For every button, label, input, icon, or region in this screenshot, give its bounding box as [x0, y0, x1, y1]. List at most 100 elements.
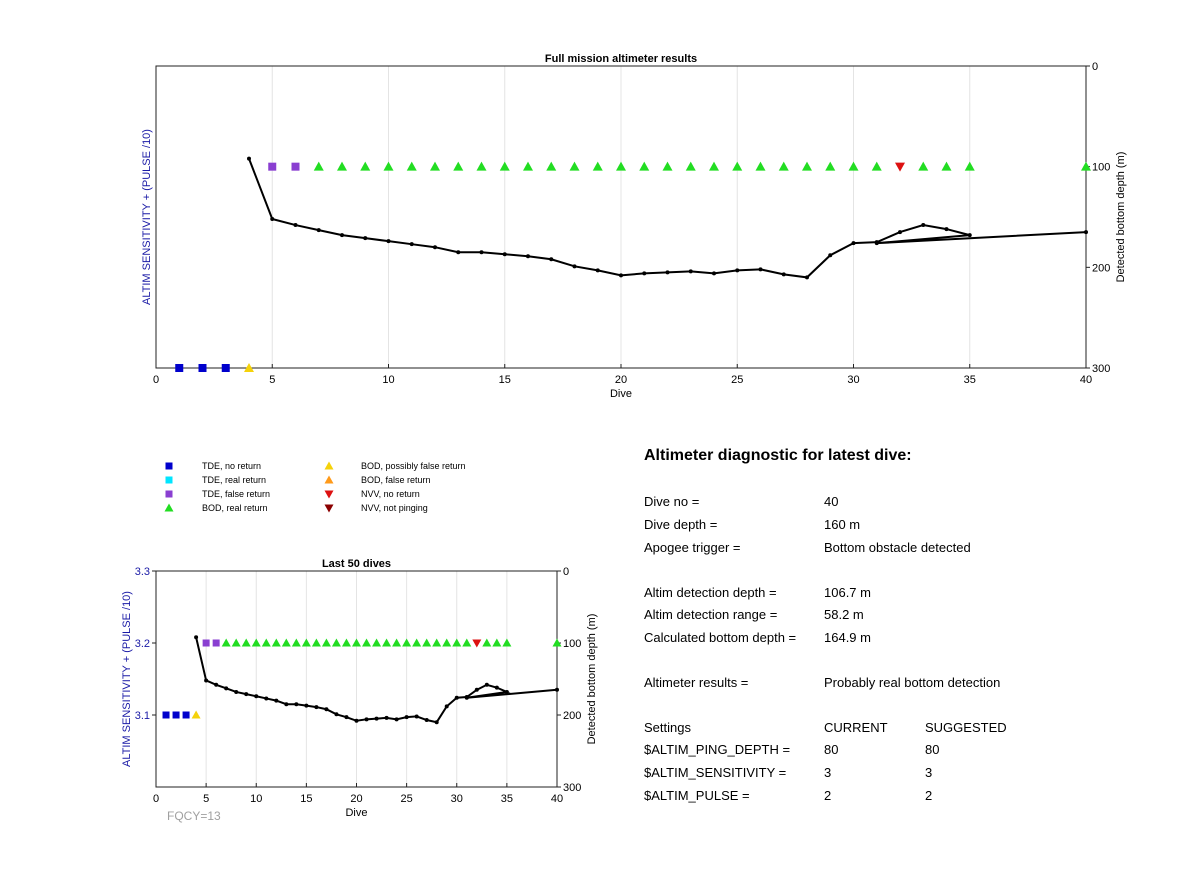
last-50-marker-bod-real-return: [331, 638, 341, 647]
full-mission-marker-bod-real-return: [825, 161, 836, 171]
last-50-marker-nvv-no-return: [472, 639, 482, 648]
full-mission-depth-point: [456, 250, 461, 255]
last-50-chart: 0 5 10 15 20 25 30 35 40 0 100 200 300 3.1 3.2 3.3 Last …: [121, 558, 598, 819]
legend-marker-bod-possibly-false: [324, 461, 334, 470]
full-mission-marker-tde-no-return: [175, 364, 184, 372]
full-mission-marker-bod-real-return: [778, 161, 789, 171]
full-mission-depth-point: [898, 230, 902, 235]
full-mission-depth-point: [851, 241, 856, 246]
full-mission-depth-point: [921, 223, 926, 228]
legend-marker-nvv-no-return: [324, 490, 334, 499]
full-mission-marker-bod-real-return: [662, 161, 673, 171]
last-50-marker-bod-real-return: [412, 638, 422, 647]
last-50-depth-point: [394, 717, 399, 722]
last-50-marker-bod-real-return: [422, 638, 432, 647]
full-mission-marker-bod-real-return: [802, 161, 812, 171]
full-mission-marker-bod-real-return: [453, 161, 464, 171]
last-50-depth-point: [254, 694, 259, 699]
full-mission-depth-point: [595, 268, 600, 273]
legend: TDE, no return TDE, real return TDE, false…: [164, 461, 466, 513]
last-50-title: Last 50 dives: [322, 558, 391, 570]
last-50-depth-point: [474, 687, 479, 692]
full-mission-marker-bod-real-return: [546, 161, 557, 171]
last-50-depth-point: [334, 712, 339, 717]
last-50-marker-bod-real-return: [502, 638, 512, 647]
last-50-depth-line: [195, 637, 558, 724]
last-50-marker-tde-false-return: [212, 639, 220, 647]
full-mission-marker-bod-real-return: [848, 161, 859, 171]
full-mission-depth-point: [967, 233, 972, 238]
full-mission-x-tick-label: 30: [847, 374, 859, 386]
last-50-y-right-tick-label: 200: [563, 710, 581, 722]
full-mission-marker-tde-false-return: [291, 162, 300, 171]
last-50-depth-point: [374, 716, 379, 721]
full-mission-depth-point: [270, 217, 275, 222]
full-mission-depth-point: [805, 275, 809, 280]
last-50-y-right-tick-label: 0: [563, 566, 569, 578]
last-50-depth-point: [264, 696, 269, 701]
legend-label: NVV, no return: [361, 489, 420, 499]
setting-current-pulse: 2: [824, 788, 832, 803]
last-50-marker-bod-real-return: [482, 638, 492, 647]
last-50-depth-point: [214, 682, 219, 687]
full-mission-x-tick-label: 25: [731, 374, 743, 386]
full-mission-depth-point: [619, 273, 623, 278]
full-mission-marker-bod-real-return: [709, 161, 719, 171]
legend-label: TDE, no return: [202, 461, 261, 471]
legend-marker-bod-false-return: [324, 475, 334, 484]
last-50-depth-point: [314, 705, 319, 710]
full-mission-depth-point: [665, 270, 670, 275]
legend-marker-bod-real-return: [164, 503, 174, 512]
full-mission-marker-bod-real-return: [406, 161, 417, 171]
full-mission-y-left-axis-label: ALTIM SENSITIVITY + (PULSE /10): [141, 129, 153, 305]
last-50-marker-bod-real-return: [372, 638, 382, 647]
full-mission-y-right-tick-label: 0: [1092, 61, 1098, 73]
last-50-depth-point: [494, 685, 499, 690]
setting-suggested-ping-depth: 80: [925, 742, 940, 757]
full-mission-marker-bod-real-return: [476, 161, 487, 171]
full-mission-depth-point: [758, 267, 763, 272]
settings-header-suggested: SUGGESTED: [925, 720, 1007, 735]
full-mission-depth-point: [735, 268, 740, 273]
full-mission-y-right-tick-label: 300: [1092, 363, 1110, 375]
diag-label-apogee-trigger: Apogee trigger =: [644, 540, 741, 555]
last-50-depth-point: [404, 715, 409, 720]
last-50-depth-point: [204, 678, 209, 683]
legend-marker-tde-real-return: [165, 476, 173, 484]
full-mission-title: Full mission altimeter results: [545, 53, 697, 65]
diag-label-detection-range: Altim detection range =: [644, 607, 778, 622]
last-50-marker-bod-real-return: [231, 638, 241, 647]
legend-label: TDE, false return: [202, 489, 270, 499]
full-mission-marker-bod-real-return: [1081, 161, 1091, 171]
full-mission-depth-point: [688, 269, 693, 274]
legend-marker-nvv-not-pinging: [324, 504, 334, 513]
full-mission-depth-point: [526, 254, 530, 259]
last-50-marker-bod-real-return: [442, 638, 452, 647]
diagnostic-title: Altimeter diagnostic for latest dive:: [644, 447, 912, 464]
full-mission-marker-bod-real-return: [523, 161, 533, 171]
full-mission-marker-bod-possibly-false: [244, 363, 254, 372]
last-50-marker-bod-real-return: [452, 638, 462, 647]
full-mission-y-right-tick-label: 100: [1092, 162, 1110, 174]
setting-suggested-pulse: 2: [925, 788, 933, 803]
last-50-x-tick-label: 20: [350, 793, 362, 805]
last-50-x-tick-label: 30: [451, 793, 463, 805]
last-50-marker-bod-possibly-false: [191, 710, 201, 719]
full-mission-depth-point: [549, 257, 554, 262]
last-50-depth-point: [354, 718, 359, 723]
full-mission-x-tick-label: 5: [269, 374, 275, 386]
full-mission-chart: 0 5 10 15 20 25 30 35 40 0 100 200 300 Full mission a…: [141, 53, 1127, 400]
diag-label-bottom-depth: Calculated bottom depth =: [644, 630, 797, 645]
full-mission-depth-point: [247, 156, 251, 161]
last-50-marker-bod-real-return: [432, 638, 442, 647]
last-50-depth-point: [484, 682, 489, 687]
last-50-marker-bod-real-return: [341, 638, 351, 647]
full-mission-marker-bod-real-return: [639, 161, 650, 171]
last-50-depth-point: [454, 695, 459, 700]
full-mission-marker-bod-real-return: [918, 161, 929, 171]
diag-value-dive-no: 40: [824, 494, 839, 509]
last-50-marker-bod-real-return: [352, 638, 361, 647]
full-mission-marker-tde-no-return: [221, 364, 230, 372]
diag-value-dive-depth: 160 m: [824, 517, 861, 532]
full-mission-marker-bod-real-return: [941, 161, 952, 171]
